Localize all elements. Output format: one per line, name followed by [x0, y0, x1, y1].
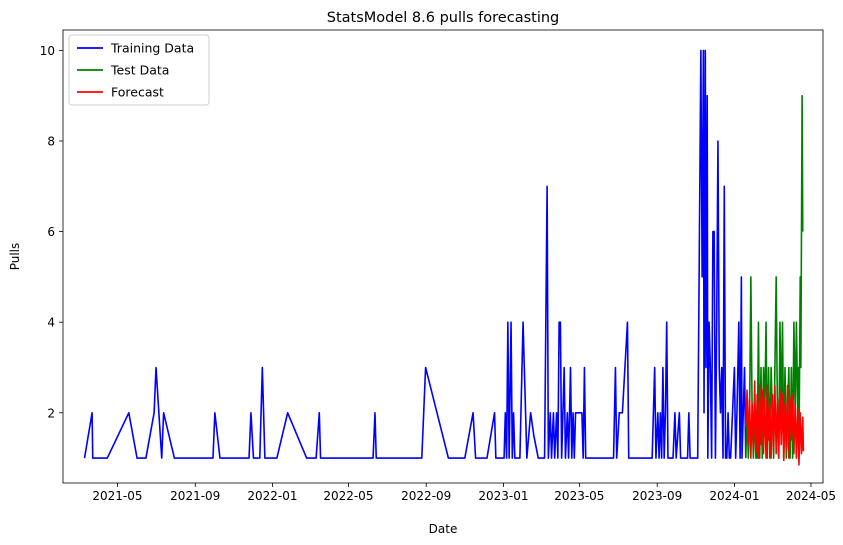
y-tick-label: 2: [47, 406, 55, 420]
x-tick-label: 2021-09: [170, 489, 220, 503]
y-axis-title: Pulls: [8, 243, 22, 271]
y-tick-label: 10: [40, 44, 55, 58]
legend-label: Forecast: [111, 85, 164, 100]
chart-title: StatsModel 8.6 pulls forecasting: [327, 10, 560, 26]
x-tick-label: 2021-05: [92, 489, 142, 503]
x-tick-label: 2023-09: [632, 489, 682, 503]
y-tick-label: 6: [47, 225, 55, 239]
x-tick-label: 2024-05: [786, 489, 836, 503]
legend-label: Training Data: [110, 41, 194, 56]
x-tick-label: 2022-01: [247, 489, 297, 503]
x-tick-label: 2024-01: [709, 489, 759, 503]
legend-label: Test Data: [110, 63, 169, 78]
y-tick-label: 8: [47, 134, 55, 148]
x-tick-label: 2022-05: [323, 489, 373, 503]
x-tick-label: 2022-09: [401, 489, 451, 503]
x-tick-label: 2023-01: [478, 489, 528, 503]
x-tick-label: 2023-05: [554, 489, 604, 503]
legend: Training Data Test Data Forecast: [69, 35, 209, 105]
y-tick-label: 4: [47, 316, 55, 330]
x-axis-title: Date: [429, 522, 458, 536]
